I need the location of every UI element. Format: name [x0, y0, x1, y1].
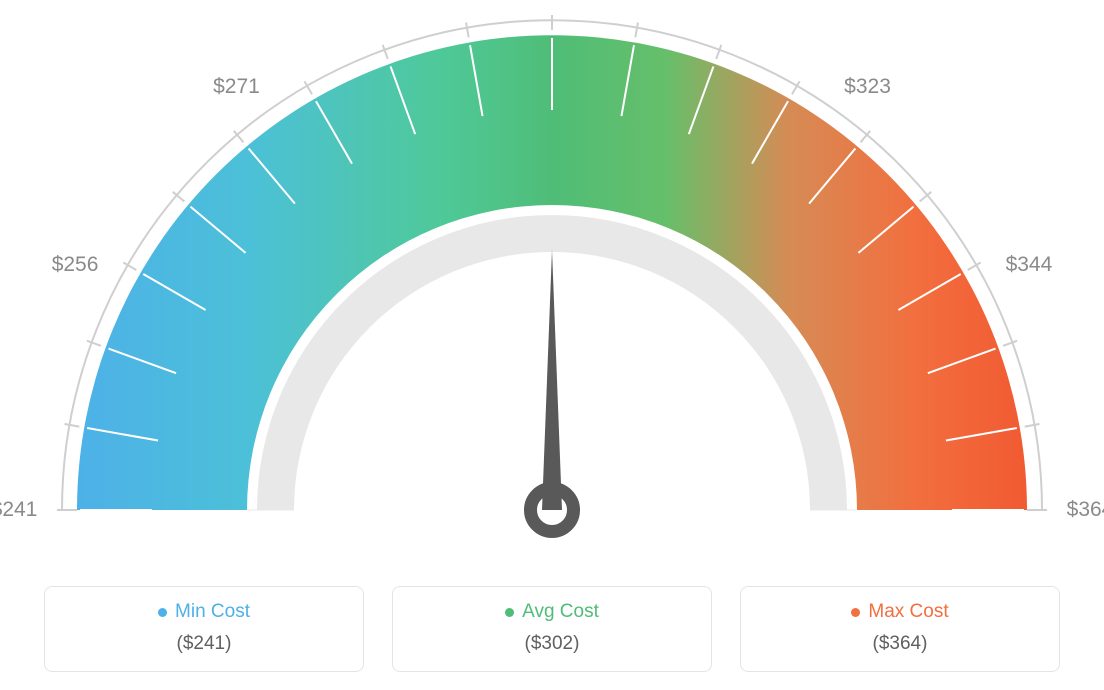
gauge-tick-label: $364 — [1067, 498, 1104, 522]
legend-label-min: Min Cost — [175, 601, 250, 623]
legend-label-avg: Avg Cost — [522, 601, 599, 623]
gauge-tick-label: $241 — [0, 498, 37, 522]
legend-dot-avg — [505, 608, 514, 617]
legend-value-min: ($241) — [55, 633, 353, 655]
legend-dot-max — [851, 608, 860, 617]
gauge-tick-label: $256 — [52, 253, 99, 277]
legend-label-max: Max Cost — [868, 601, 948, 623]
gauge-tick-label: $271 — [213, 75, 260, 99]
legend-value-avg: ($302) — [403, 633, 701, 655]
gauge-tick-label: $344 — [1006, 253, 1053, 277]
legend-dot-min — [158, 608, 167, 617]
legend-value-max: ($364) — [751, 633, 1049, 655]
legend-title-max: Max Cost — [851, 601, 948, 623]
legend-card-min: Min Cost ($241) — [44, 586, 364, 672]
gauge-chart: $241 $256 $271 $302 $323 $344 $364 — [0, 0, 1104, 560]
legend-card-avg: Avg Cost ($302) — [392, 586, 712, 672]
legend-title-min: Min Cost — [158, 601, 250, 623]
legend-title-avg: Avg Cost — [505, 601, 599, 623]
legend-row: Min Cost ($241) Avg Cost ($302) Max Cost… — [0, 586, 1104, 672]
gauge-tick-label: $323 — [844, 75, 891, 99]
gauge-svg — [0, 0, 1104, 560]
legend-card-max: Max Cost ($364) — [740, 586, 1060, 672]
gauge-tick-label: $302 — [529, 0, 576, 2]
